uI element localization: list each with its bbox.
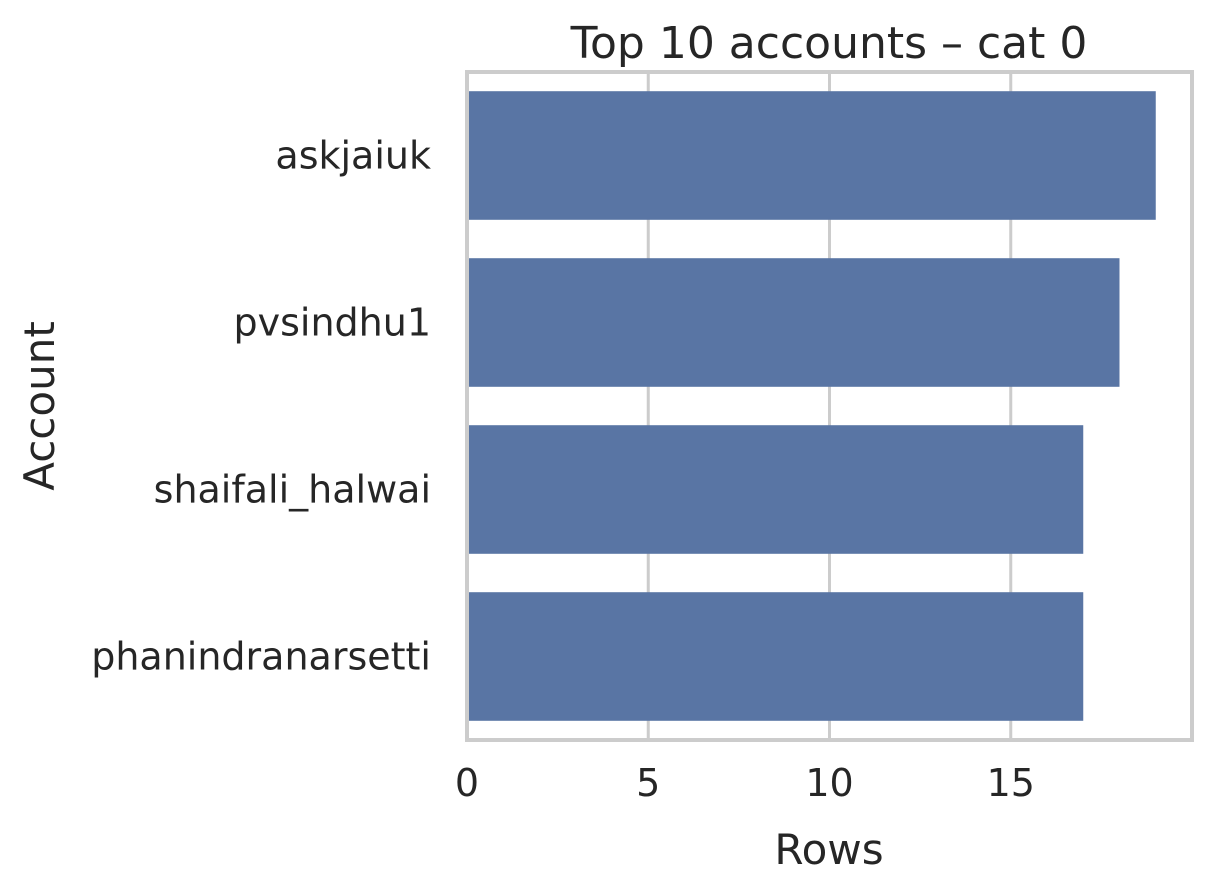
x-tick-label: 10 xyxy=(805,761,853,805)
y-tick-labels: askjaiuk pvsindhu1 shaifali_halwai phanindr… xyxy=(91,134,431,679)
bar-shaifali_halwai xyxy=(467,425,1084,554)
plot-frame xyxy=(465,70,1194,742)
y-tick-label: phanindranarsetti xyxy=(91,635,431,679)
y-tick-label: askjaiuk xyxy=(275,134,431,178)
chart-title: Top 10 accounts – cat 0 xyxy=(570,18,1088,69)
bar-phanindranarsetti xyxy=(467,592,1084,721)
y-axis-title: Account xyxy=(15,321,64,491)
x-tick-label: 15 xyxy=(987,761,1035,805)
x-axis-title: Rows xyxy=(774,825,883,874)
x-tick-label: 0 xyxy=(455,761,479,805)
x-tick-label: 5 xyxy=(636,761,660,805)
bars xyxy=(467,91,1156,721)
y-tick-label: pvsindhu1 xyxy=(233,301,431,345)
x-tick-labels: 0 5 10 15 xyxy=(455,761,1035,805)
bar-pvsindhu1 xyxy=(467,258,1120,387)
bar-askjaiuk xyxy=(467,91,1156,220)
y-tick-label: shaifali_halwai xyxy=(154,468,431,512)
